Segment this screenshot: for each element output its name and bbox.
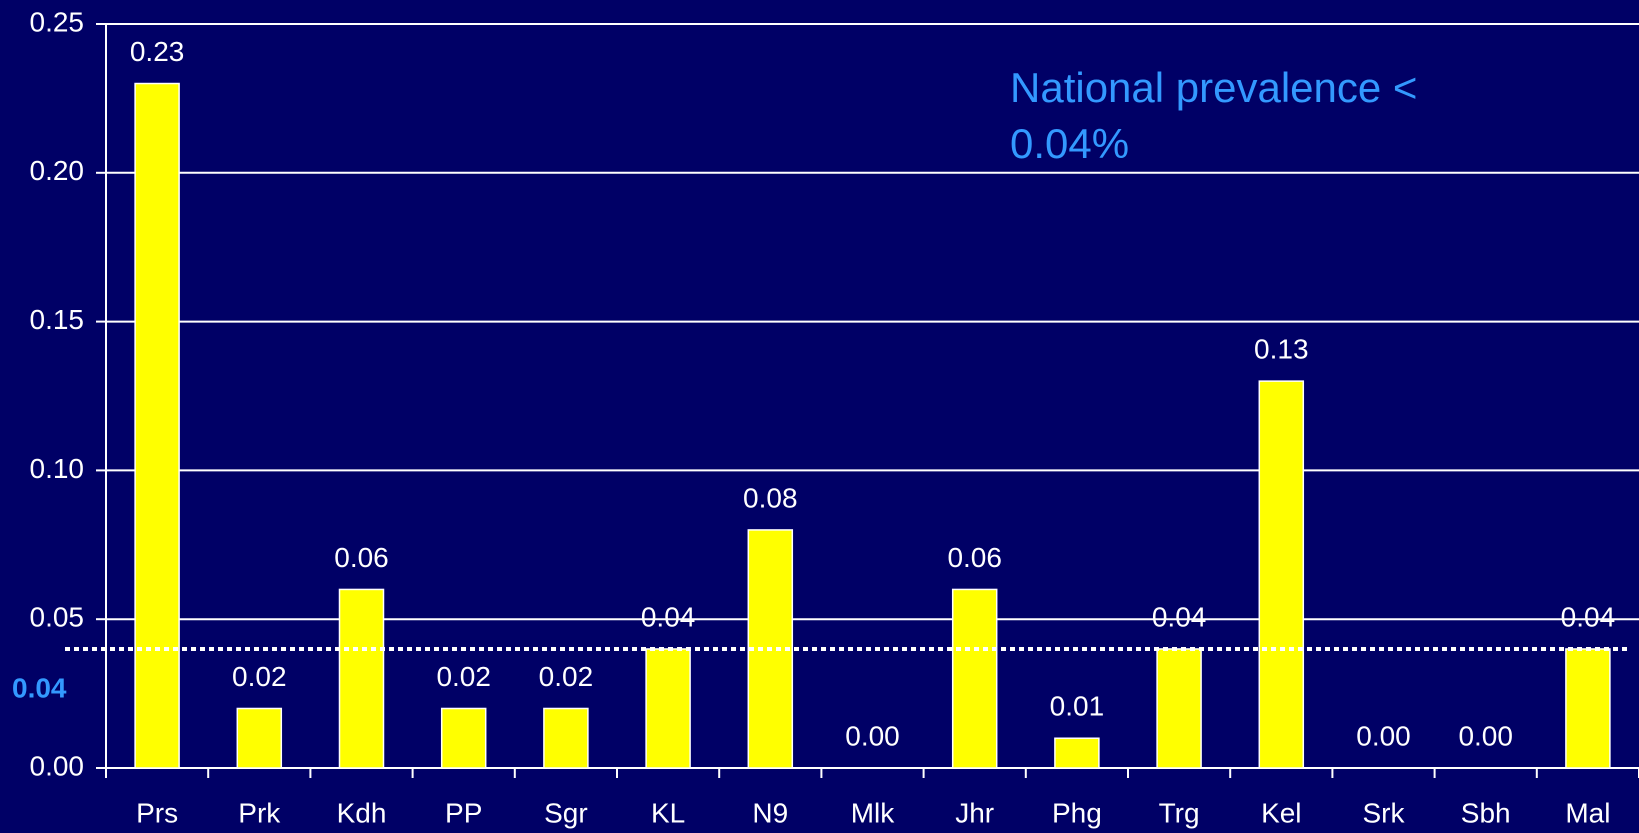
bar <box>1054 737 1100 769</box>
x-tick-label: KL <box>651 797 685 828</box>
bar <box>543 707 589 769</box>
value-label: 0.01 <box>1050 691 1105 722</box>
y-tick-label: 0.05 <box>30 602 85 633</box>
x-tick-label: Kel <box>1261 797 1301 828</box>
value-label: 0.06 <box>334 542 389 573</box>
y-tick-label: 0.00 <box>30 750 85 781</box>
bar <box>645 648 691 769</box>
x-tick-label: Prk <box>238 797 281 828</box>
bar <box>236 707 283 769</box>
value-label: 0.00 <box>1356 720 1411 751</box>
y-tick-label: 0.10 <box>30 453 85 484</box>
bar <box>134 82 180 769</box>
value-label: 0.23 <box>130 36 185 67</box>
y-tick-label: 0.15 <box>30 304 85 335</box>
x-tick-label: PP <box>445 797 482 828</box>
x-tick-label: Sgr <box>544 797 588 828</box>
x-tick-label: Sbh <box>1461 797 1511 828</box>
y-tick-label: 0.20 <box>30 155 85 186</box>
value-label: 0.00 <box>845 720 900 751</box>
x-tick-label: Mal <box>1565 797 1610 828</box>
bar <box>338 588 385 769</box>
y-tick-label: 0.25 <box>30 6 85 37</box>
value-label: 0.04 <box>1152 601 1207 632</box>
value-label: 0.00 <box>1458 720 1513 751</box>
bar <box>440 707 487 769</box>
value-label: 0.13 <box>1254 334 1309 365</box>
x-tick-label: Prs <box>136 797 178 828</box>
value-label: 0.02 <box>539 661 594 692</box>
x-tick-label: Mlk <box>851 797 896 828</box>
x-tick-label: Phg <box>1052 797 1102 828</box>
reference-label: 0.04 <box>12 672 67 703</box>
x-tick-label: Jhr <box>955 797 994 828</box>
bar <box>951 588 998 769</box>
x-tick-label: Kdh <box>337 797 387 828</box>
value-label: 0.02 <box>436 661 491 692</box>
x-tick-label: Srk <box>1363 797 1406 828</box>
annotation: National prevalence < 0.04% <box>1010 64 1418 167</box>
value-label: 0.06 <box>947 542 1002 573</box>
bar <box>1156 648 1202 769</box>
bar <box>1565 648 1611 769</box>
x-tick-label: N9 <box>752 797 788 828</box>
bar <box>1258 380 1305 769</box>
value-label: 0.04 <box>641 601 696 632</box>
value-label: 0.08 <box>743 482 798 513</box>
x-tick-label: Trg <box>1159 797 1200 828</box>
value-label: 0.02 <box>232 661 287 692</box>
value-label: 0.04 <box>1561 601 1616 632</box>
